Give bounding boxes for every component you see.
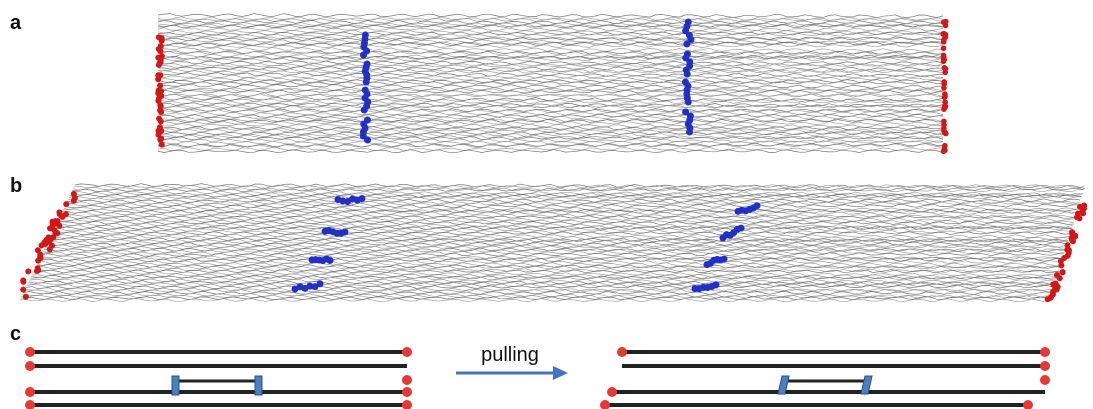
crosslink-atom	[364, 137, 371, 144]
terminal-atom	[1065, 242, 1071, 248]
fiber	[26, 285, 1054, 289]
schematic-before	[30, 352, 407, 405]
terminal-atom	[158, 57, 164, 63]
fiber	[158, 84, 943, 88]
fiber	[158, 80, 943, 83]
terminal-atom	[157, 83, 163, 89]
terminal-atom	[155, 76, 161, 82]
pulling-arrow: pulling	[456, 344, 568, 380]
fiber	[158, 14, 943, 18]
terminal-atom	[1058, 258, 1064, 264]
terminal-atom	[1050, 281, 1056, 287]
terminal-atom	[53, 220, 59, 226]
page: a b c pulling	[0, 0, 1093, 409]
schematic-before-marks	[25, 347, 412, 409]
terminal-atom	[942, 94, 948, 100]
schematic-after-marks	[600, 347, 1050, 409]
terminal-atom	[941, 79, 947, 85]
terminal-atom	[1057, 275, 1063, 281]
crosslink-atom	[754, 202, 761, 209]
terminal-atom	[1072, 234, 1078, 240]
crosslink-atom	[685, 99, 692, 106]
terminal-atom	[943, 66, 949, 72]
terminal-atom	[1059, 269, 1065, 275]
fiber	[158, 150, 943, 153]
fiber	[158, 136, 943, 139]
terminal-atom	[1081, 203, 1087, 209]
crosslink-atom	[738, 225, 745, 232]
terminal-atom	[58, 213, 64, 219]
terminal-atom	[157, 102, 163, 108]
terminal-atom	[50, 234, 56, 240]
terminal-atom	[1066, 250, 1072, 256]
terminal-atom	[156, 128, 162, 134]
crosslink-atom	[721, 256, 728, 263]
terminal-atom	[20, 279, 26, 285]
panel-label: b	[10, 175, 22, 197]
fiber	[158, 73, 943, 77]
crosslink-atom	[686, 129, 693, 136]
fiber	[65, 204, 1079, 208]
arrow-label: pulling	[481, 344, 539, 366]
terminal-atom	[941, 31, 947, 37]
terminal-atom	[941, 59, 947, 65]
terminal-atom	[63, 201, 69, 207]
terminal-atom	[941, 45, 947, 51]
terminal-atom	[37, 251, 43, 257]
terminal-atom	[941, 37, 947, 43]
terminal-atom	[941, 119, 947, 125]
terminal-atom	[942, 105, 948, 111]
terminal-atom	[1076, 215, 1082, 221]
fiber	[158, 44, 943, 48]
fiber-renderings	[20, 14, 1087, 302]
terminal-atom	[1045, 296, 1051, 302]
schematic-after	[605, 352, 1045, 405]
crosslink-atom	[713, 281, 720, 288]
terminal-atom	[157, 48, 163, 54]
terminal-atom	[943, 23, 949, 29]
crosslink-atom	[363, 79, 370, 86]
terminal-atom	[156, 116, 162, 122]
terminal-atom	[159, 142, 165, 148]
fiber	[158, 75, 943, 78]
crosslink-atom	[684, 71, 691, 78]
crosslink-atom	[359, 195, 366, 202]
panel-label: c	[10, 323, 21, 345]
fiber	[158, 61, 943, 64]
fiber	[21, 297, 1051, 300]
terminal-atom	[20, 287, 26, 293]
terminal-atom	[941, 85, 947, 91]
terminal-atom	[943, 131, 949, 137]
fiber	[158, 48, 943, 52]
fiber	[20, 298, 1050, 302]
fiber	[57, 221, 1074, 224]
terminal-atom	[35, 267, 41, 273]
panel-label: a	[10, 12, 22, 34]
crosslink-atom	[317, 280, 324, 287]
fiber	[158, 98, 943, 102]
crosslink-atom	[361, 107, 368, 114]
fiber	[158, 28, 943, 31]
fiber	[158, 100, 943, 103]
crosslink-atom	[342, 228, 349, 235]
terminal-atom	[25, 268, 31, 274]
fiber	[158, 124, 943, 128]
terminal-atom	[158, 93, 164, 99]
terminal-atom	[941, 146, 947, 152]
terminal-atom	[44, 237, 50, 243]
terminal-atom	[71, 198, 77, 204]
terminal-atom	[47, 246, 53, 252]
fiber	[158, 141, 943, 145]
crosslink-atom	[327, 257, 334, 264]
crosslink-atom	[360, 52, 367, 59]
figure: a b c pulling	[0, 0, 1093, 409]
terminal-atom	[156, 34, 162, 40]
crosslink-atom	[683, 41, 690, 48]
terminal-atom	[51, 227, 57, 233]
terminal-atom	[23, 294, 29, 300]
